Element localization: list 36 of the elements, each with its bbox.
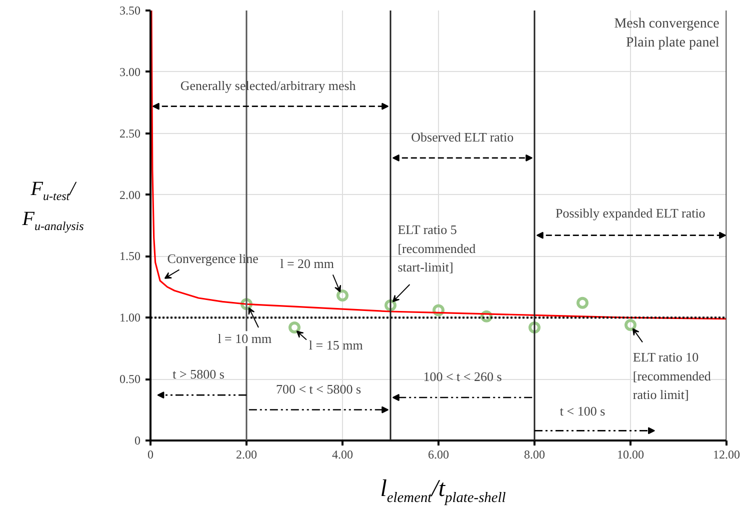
y-tick-label: 3.00	[120, 64, 140, 79]
y-tick-label: 2.00	[120, 188, 140, 202]
text: F$_{u-test}$/F$_{u-analysis}$	[22, 178, 84, 233]
x-axis-title: l$_{element}$/t$_{plate-shell}$	[379, 475, 507, 507]
annotation: Mesh convergence Plain plate panel	[614, 16, 720, 50]
point	[528, 321, 540, 334]
annotation: ELT ratio 5 [recommended start-limit]	[398, 222, 476, 275]
y-tick-label: 3.50	[120, 4, 140, 18]
annotation: ELT ratio 10 [recommended ratio limit]	[632, 350, 712, 402]
annotation: l = 20 mm	[280, 256, 334, 271]
x-tick-label: 2.00	[236, 448, 257, 462]
point	[288, 321, 300, 334]
annotation: t > 5800 s	[172, 366, 224, 382]
x-tick-label: 4.00	[332, 448, 353, 462]
point	[624, 319, 636, 332]
x-tick-label: 0	[148, 448, 154, 462]
annotation: 700 < t < 5800 s	[276, 381, 362, 396]
y-tick-label: 0	[134, 434, 140, 448]
annotation: Possibly expanded ELT ratio	[555, 206, 706, 221]
line-series	[150, 10, 726, 320]
annotation: l = 10 mm	[218, 331, 272, 346]
x-tick-label: 6.00	[428, 448, 449, 462]
annotation: 100 < t < 260 s	[423, 368, 502, 384]
annotation: t < 100 s	[560, 403, 606, 418]
y-tick-label: 2.50	[120, 126, 140, 140]
point	[384, 299, 396, 312]
y-tick-label: 0.50	[120, 372, 140, 386]
annotation: l = 15 mm	[308, 337, 363, 352]
point	[336, 290, 348, 302]
x-tick-label: 10.00	[617, 448, 644, 462]
y-tick-label: 1.00	[120, 310, 140, 325]
x-tick-label: 12.00	[713, 448, 740, 462]
annotation: Observed ELT ratio	[411, 129, 514, 144]
y-tick-label: 1.50	[120, 249, 140, 264]
point	[576, 296, 588, 309]
x-tick-label: 8.00	[524, 448, 545, 462]
